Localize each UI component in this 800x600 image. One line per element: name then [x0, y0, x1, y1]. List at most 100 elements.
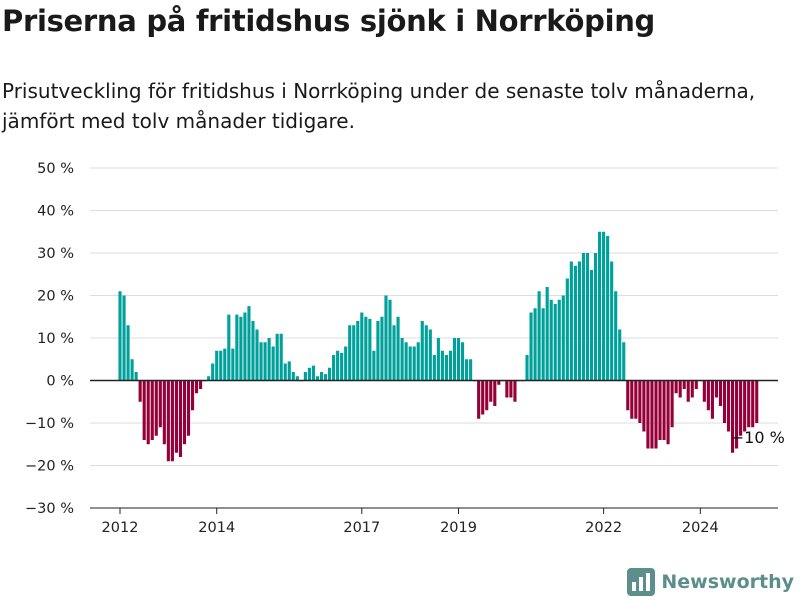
bar: [706, 380, 710, 411]
bar: [585, 253, 590, 381]
bar: [295, 376, 299, 381]
y-tick-label: −10 %: [25, 416, 74, 432]
bar: [348, 325, 352, 381]
bar: [485, 380, 489, 411]
bar: [557, 299, 561, 381]
bar: [513, 380, 517, 402]
bar: [376, 321, 380, 381]
bar: [384, 295, 388, 381]
bar: [561, 295, 565, 381]
bar: [714, 380, 719, 398]
bar: [227, 314, 231, 381]
bar: [368, 318, 372, 381]
x-tick-label: 2012: [102, 520, 139, 536]
bar: [420, 321, 424, 381]
bar: [598, 231, 602, 381]
bar: [195, 380, 199, 394]
bar: [199, 380, 203, 389]
bar: [460, 342, 465, 381]
bar: [432, 355, 436, 381]
bar: [263, 342, 267, 381]
bar: [239, 316, 243, 381]
bar: [279, 333, 283, 381]
bar: [440, 350, 444, 381]
bar: [283, 363, 287, 381]
bar: [380, 316, 384, 381]
bar: [352, 325, 356, 381]
bar: [372, 350, 376, 381]
bar: [509, 380, 513, 398]
bar: [259, 342, 263, 381]
bar: [223, 348, 227, 381]
bar: [465, 359, 469, 381]
bar: [158, 380, 162, 428]
bar: [162, 380, 166, 445]
x-tick-label: 2014: [198, 520, 235, 536]
bar: [489, 380, 493, 402]
bar: [602, 231, 606, 381]
bar: [525, 355, 529, 381]
chart-subtitle: Prisutveckling för fritidshus i Norrköpi…: [2, 79, 756, 133]
bar: [549, 299, 553, 381]
brand-name: Newsworthy: [661, 571, 794, 593]
bar: [577, 261, 581, 381]
bar: [678, 380, 682, 398]
bar: [469, 359, 473, 381]
bar: [569, 261, 573, 381]
bar: [642, 380, 646, 432]
bar: [610, 261, 614, 381]
brand-logo: Newsworthy: [627, 568, 794, 596]
bar: [243, 312, 247, 381]
bar: [686, 380, 690, 402]
bar: [722, 380, 727, 423]
bar: [219, 350, 223, 381]
bar: [207, 376, 211, 381]
bar: [142, 380, 146, 440]
bar: [654, 380, 658, 449]
bar: [315, 376, 320, 381]
y-tick-label: 20 %: [37, 289, 74, 305]
bar: [634, 380, 638, 419]
bar: [477, 380, 481, 419]
bar: [529, 312, 533, 381]
bar: [319, 372, 324, 381]
bar: [134, 372, 138, 381]
bar: [251, 321, 255, 381]
bar: [493, 380, 497, 406]
bar: [178, 380, 183, 457]
x-tick-label: 2024: [682, 520, 719, 536]
grid-lines: [90, 167, 778, 509]
bar: [743, 380, 747, 432]
bar: [690, 380, 694, 398]
bar: [332, 355, 336, 381]
bar: [275, 333, 279, 381]
bar: [255, 329, 259, 381]
bar: [505, 380, 509, 398]
bar: [436, 338, 440, 381]
bar: [682, 380, 686, 389]
x-tick-label: 2019: [440, 520, 477, 536]
bar: [311, 365, 316, 381]
y-tick-label: 30 %: [37, 246, 74, 262]
bar: [336, 350, 340, 381]
bar: [307, 367, 311, 381]
bar: [626, 380, 630, 411]
bar: [174, 380, 178, 453]
bar: [694, 380, 698, 389]
bar: [271, 346, 275, 381]
bar: [150, 380, 154, 440]
bar: [614, 291, 618, 381]
bar: [287, 361, 291, 381]
bar: [408, 346, 412, 381]
bar: [545, 287, 549, 381]
bar: [328, 367, 332, 381]
bar: [606, 236, 610, 381]
bar: [670, 380, 674, 428]
bar: [533, 308, 537, 381]
bar: [428, 329, 432, 381]
bar: [618, 329, 622, 381]
bar: [303, 372, 307, 381]
bar: [646, 380, 650, 449]
bar: [396, 316, 400, 381]
